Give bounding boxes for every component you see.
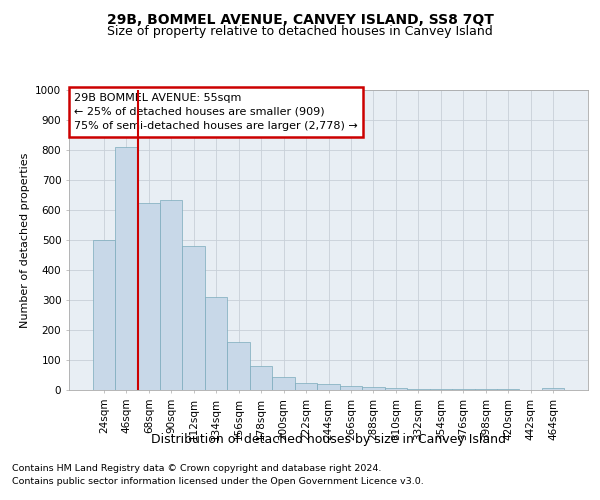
Text: Size of property relative to detached houses in Canvey Island: Size of property relative to detached ho… (107, 25, 493, 38)
Text: Contains public sector information licensed under the Open Government Licence v3: Contains public sector information licen… (12, 478, 424, 486)
Bar (92, 240, 115, 390)
Bar (407, 388, 430, 390)
Bar (250, 366, 272, 390)
Bar (542, 388, 565, 390)
Bar (475, 389, 497, 390)
Bar (385, 388, 407, 390)
Bar (205, 297, 227, 390)
Bar (115, 147, 137, 390)
Bar (430, 389, 452, 390)
Text: 29B, BOMMEL AVENUE, CANVEY ISLAND, SS8 7QT: 29B, BOMMEL AVENUE, CANVEY ISLAND, SS8 7… (107, 12, 493, 26)
Text: Contains HM Land Registry data © Crown copyright and database right 2024.: Contains HM Land Registry data © Crown c… (12, 464, 382, 473)
Y-axis label: Number of detached properties: Number of detached properties (20, 152, 29, 328)
Bar (137, 202, 160, 390)
Bar (317, 384, 340, 390)
Text: Distribution of detached houses by size in Canvey Island: Distribution of detached houses by size … (151, 432, 506, 446)
Bar (340, 386, 362, 390)
Text: 29B BOMMEL AVENUE: 55sqm
← 25% of detached houses are smaller (909)
75% of semi-: 29B BOMMEL AVENUE: 55sqm ← 25% of detach… (74, 93, 358, 131)
Bar (452, 389, 475, 390)
Bar (182, 246, 205, 390)
Bar (362, 387, 385, 390)
Bar (295, 384, 317, 390)
Bar (227, 342, 250, 390)
Bar (272, 378, 295, 390)
Bar (160, 200, 182, 390)
